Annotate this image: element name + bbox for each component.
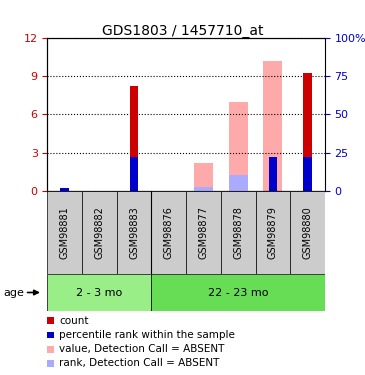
Bar (47, 274, 151, 311)
Bar (255, 191, 290, 274)
Bar (151, 274, 325, 311)
Bar (47, 191, 82, 274)
Bar (228, 175, 248, 191)
Text: GSM98882: GSM98882 (95, 206, 104, 259)
Text: 22 - 23 mo: 22 - 23 mo (208, 288, 268, 297)
Bar (165, 190, 173, 191)
Bar (61, 188, 69, 191)
Text: GSM98878: GSM98878 (233, 206, 243, 259)
Bar (82, 191, 117, 274)
Bar (117, 191, 151, 274)
Bar (303, 74, 312, 191)
Bar (186, 191, 221, 274)
Bar (95, 190, 104, 191)
Text: GSM98876: GSM98876 (164, 206, 174, 259)
Text: 2 - 3 mo: 2 - 3 mo (76, 288, 123, 297)
Text: value, Detection Call = ABSENT: value, Detection Call = ABSENT (59, 344, 224, 354)
Bar (61, 188, 69, 191)
Text: GSM98883: GSM98883 (129, 206, 139, 259)
Bar (130, 86, 138, 191)
Bar (263, 61, 283, 191)
Bar (269, 157, 277, 191)
Bar (221, 191, 255, 274)
Text: GSM98879: GSM98879 (268, 206, 278, 259)
Bar (303, 157, 312, 191)
Bar (290, 191, 325, 274)
Bar (194, 163, 213, 191)
Text: GSM98880: GSM98880 (303, 206, 312, 259)
Text: count: count (59, 316, 89, 326)
Text: rank, Detection Call = ABSENT: rank, Detection Call = ABSENT (59, 358, 219, 368)
Bar (130, 157, 138, 191)
Bar (151, 191, 186, 274)
Text: GSM98881: GSM98881 (60, 206, 70, 259)
Bar (194, 188, 213, 191)
Bar (228, 102, 248, 191)
Text: age: age (4, 288, 24, 297)
Text: percentile rank within the sample: percentile rank within the sample (59, 330, 235, 340)
Text: GDS1803 / 1457710_at: GDS1803 / 1457710_at (102, 24, 263, 38)
Text: GSM98877: GSM98877 (199, 206, 208, 259)
